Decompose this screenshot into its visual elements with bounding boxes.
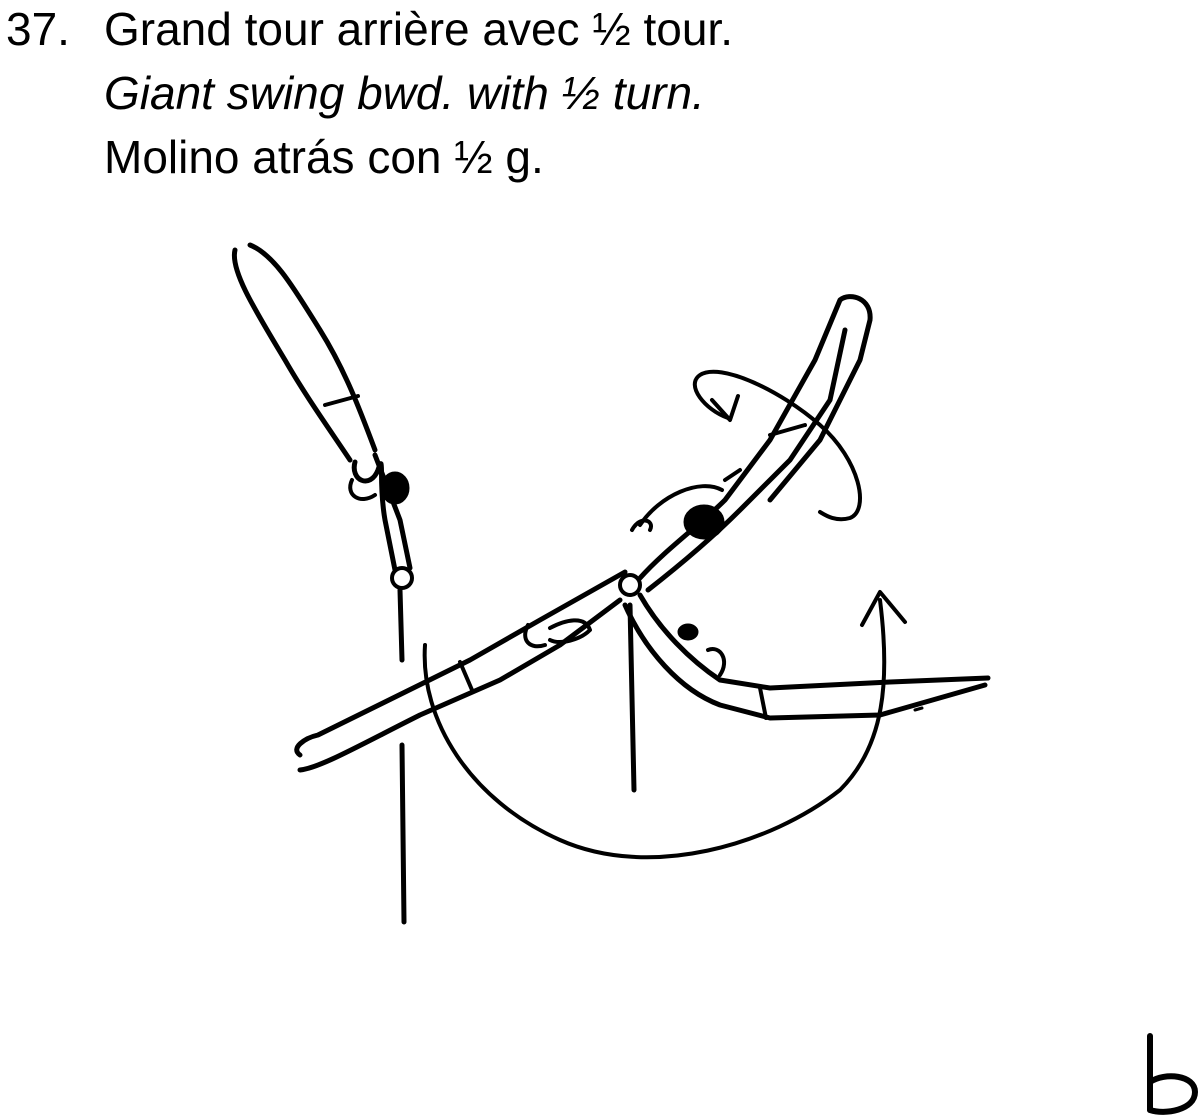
gymnast-middle-position bbox=[294, 569, 642, 773]
corner-b-mark bbox=[1147, 1033, 1198, 1115]
gymnast-turn-position bbox=[630, 294, 873, 593]
twist-rotation-arrow bbox=[692, 369, 862, 522]
swing-path-arrow bbox=[422, 590, 907, 860]
element-header: 37. Grand tour arrière avec ½ tour. Gian… bbox=[0, 0, 1198, 200]
title-french: Grand tour arrière avec ½ tour. bbox=[104, 3, 733, 55]
gymnast-start-position bbox=[231, 242, 414, 590]
left-bar-support-line bbox=[397, 587, 407, 925]
grip-circle-left bbox=[390, 566, 414, 590]
gymnast-turn-head bbox=[683, 504, 725, 540]
gymnast-swing-position bbox=[622, 592, 991, 721]
center-vertical-line bbox=[627, 602, 637, 793]
grip-circle-center bbox=[618, 573, 642, 597]
title-english: Giant swing bwd. with ½ turn. bbox=[104, 67, 705, 119]
gymnast-start-head bbox=[380, 471, 410, 505]
detail-stroke bbox=[913, 706, 924, 712]
gymnast-swing-head bbox=[677, 623, 699, 641]
element-number: 37. bbox=[6, 3, 70, 55]
title-spanish: Molino atrás con ½ g. bbox=[104, 131, 544, 183]
